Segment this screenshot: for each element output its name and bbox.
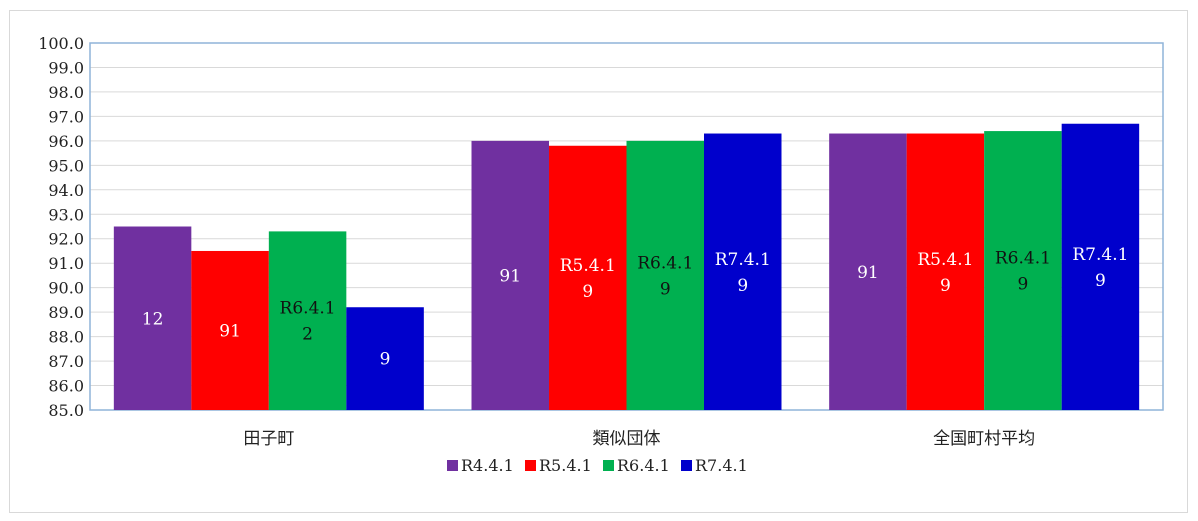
- y-tick-label: 95.0: [48, 156, 84, 175]
- y-tick-label: 85.0: [48, 401, 84, 420]
- y-tick-label: 91.0: [48, 254, 84, 273]
- y-tick-label: 97.0: [48, 107, 84, 126]
- category-label: 全国町村平均: [933, 429, 1035, 449]
- data-label: 9: [380, 350, 391, 370]
- legend-swatch: [603, 460, 614, 471]
- y-tick-label: 94.0: [48, 181, 84, 200]
- legend-swatch: [681, 460, 692, 471]
- bar-R6.4.1-類似団体: [626, 140, 704, 410]
- y-tick-label: 92.0: [48, 230, 84, 249]
- y-tick-label: 96.0: [48, 132, 84, 151]
- legend-entry: R5.4.1: [539, 456, 592, 475]
- legend-entry: R4.4.1: [461, 456, 514, 475]
- legend-swatch: [525, 460, 536, 471]
- bar-R6.4.1-田子町: [268, 231, 347, 410]
- data-label: R5.4.1 9: [560, 256, 616, 302]
- y-tick-label: 99.0: [48, 58, 84, 77]
- data-label: R6.4.1 2: [280, 299, 336, 345]
- bar-R4.4.1-全国町村平均: [829, 133, 907, 410]
- data-label: R7.4.1 9: [1072, 245, 1128, 291]
- y-tick-label: 89.0: [48, 303, 84, 322]
- legend-swatch: [447, 460, 458, 471]
- legend-entry: R7.4.1: [695, 456, 748, 475]
- data-label: R6.4.1 9: [637, 253, 693, 299]
- data-label: 91: [857, 263, 879, 283]
- y-tick-label: 87.0: [48, 352, 84, 371]
- bar-R5.4.1-全国町村平均: [906, 133, 985, 410]
- bar-R7.4.1-田子町: [346, 307, 424, 410]
- bar-R6.4.1-全国町村平均: [984, 131, 1062, 410]
- category-label: 田子町: [243, 429, 294, 449]
- bar-R4.4.1-類似団体: [471, 140, 549, 410]
- y-tick-label: 88.0: [48, 328, 84, 347]
- y-tick-label: 86.0: [48, 377, 84, 396]
- category-label: 類似団体: [593, 429, 661, 449]
- data-label: R7.4.1 9: [715, 250, 771, 296]
- y-tick-label: 90.0: [48, 279, 84, 298]
- bar-R4.4.1-田子町: [113, 226, 192, 410]
- bar-R7.4.1-全国町村平均: [1061, 123, 1140, 411]
- data-label: 12: [142, 309, 164, 329]
- y-tick-label: 98.0: [48, 83, 84, 102]
- data-label: 91: [219, 321, 241, 341]
- bar-R7.4.1-類似団体: [704, 133, 782, 410]
- bar-R5.4.1-田子町: [191, 250, 269, 410]
- y-tick-label: 100.0: [38, 34, 84, 53]
- data-label: 91: [499, 266, 521, 286]
- legend-entry: R6.4.1: [617, 456, 670, 475]
- y-tick-label: 93.0: [48, 205, 84, 224]
- bar-R5.4.1-類似団体: [549, 145, 627, 410]
- data-label: R5.4.1 9: [917, 250, 973, 296]
- data-label: R6.4.1 9: [995, 249, 1051, 295]
